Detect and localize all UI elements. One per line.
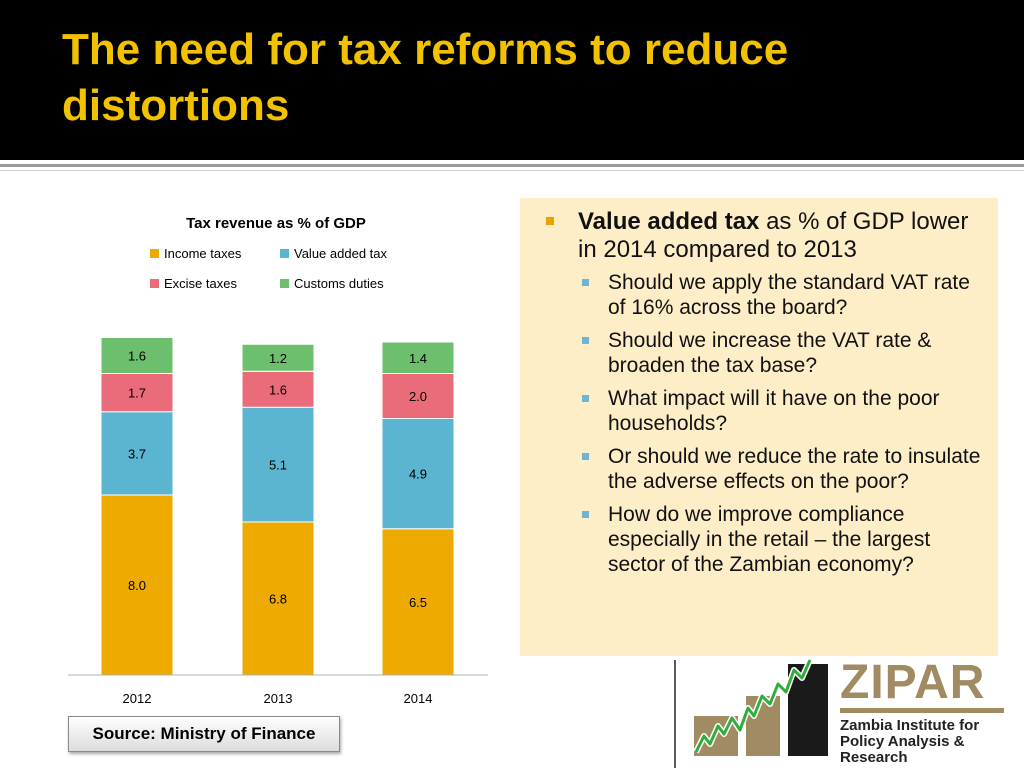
data-label: 1.6 [269, 382, 287, 397]
stacked-bar-chart: Tax revenue as % of GDP Income taxes Valu… [68, 215, 488, 706]
chart-legend: Income taxes Value added tax Excise taxes C… [150, 246, 387, 291]
legend-swatch [280, 249, 289, 258]
chart-bars: 8.0 3.7 1.7 1.6 6.8 5.1 1.6 1.2 6.5 4.9 2.0 1.4 [100, 337, 455, 676]
bar-segment [241, 370, 315, 408]
zipar-logo: ZIPAR Zambia Institute for Policy Analys… [690, 656, 1010, 766]
bar-segment [100, 411, 174, 496]
sub-bullet-text: Should we increase the VAT rate & broade… [608, 329, 932, 377]
bar-segment [241, 521, 315, 676]
bar-segment [100, 337, 174, 374]
sub-bullet-marker [582, 453, 589, 460]
main-bullet-text: as % of GDP lower in 2014 compared to 20… [578, 208, 969, 263]
title-divider-thin [0, 170, 1024, 171]
logo-block-2 [746, 696, 780, 756]
logo-graph-icon [693, 658, 828, 756]
data-label: 1.6 [128, 349, 146, 364]
legend-swatch [280, 279, 289, 288]
sub-bullet-marker [582, 337, 589, 344]
source-label: Source: Ministry of Finance [68, 716, 340, 752]
sub-bullet-marker [582, 279, 589, 286]
logo-underline [840, 708, 1004, 713]
sub-bullet: Should we increase the VAT rate & broade… [540, 328, 990, 378]
chart-title: Tax revenue as % of GDP [186, 215, 366, 232]
data-label: 1.7 [128, 386, 146, 401]
bar-segment [381, 373, 455, 419]
data-label: 8.0 [128, 578, 146, 593]
data-label: 5.1 [269, 458, 287, 473]
data-label: 1.4 [409, 351, 427, 366]
data-label: 6.8 [269, 592, 287, 607]
bullet-marker [546, 217, 554, 225]
slide-title: The need for tax reforms to reduce disto… [62, 25, 789, 130]
logo-block-3 [788, 664, 828, 756]
legend-label: Value added tax [294, 246, 387, 261]
x-tick-label: 2014 [404, 691, 433, 706]
logo-institute-name: Zambia Institute for Policy Analysis & R… [840, 717, 980, 766]
bar-segment [381, 418, 455, 530]
main-bullet: Value added tax as % of GDP lower in 201… [540, 208, 990, 264]
legend-label: Customs duties [294, 276, 384, 291]
sub-bullet: What impact will it have on the poor hou… [540, 386, 990, 436]
bar-segment [241, 343, 315, 372]
sub-bullet: How do we improve compliance especially … [540, 502, 990, 577]
data-label: 3.7 [128, 446, 146, 461]
sub-bullet-list: Should we apply the standard VAT rate of… [540, 270, 990, 577]
sub-bullet-marker [582, 395, 589, 402]
x-tick-label: 2012 [123, 691, 152, 706]
notes-panel: Value added tax as % of GDP lower in 201… [520, 198, 998, 656]
sub-bullet-text: What impact will it have on the poor hou… [608, 387, 940, 435]
sub-bullet: Should we apply the standard VAT rate of… [540, 270, 990, 320]
sub-bullet-text: Should we apply the standard VAT rate of… [608, 271, 970, 319]
x-tick-label: 2013 [264, 691, 293, 706]
bar-segment [381, 341, 455, 374]
legend-label: Excise taxes [164, 276, 237, 291]
logo-divider [674, 660, 676, 768]
data-label: 4.9 [409, 467, 427, 482]
main-bullet-bold: Value added tax [578, 208, 760, 235]
title-divider [0, 164, 1024, 167]
chart-x-axis: 2012 2013 2014 [68, 674, 488, 706]
sub-bullet-text: How do we improve compliance especially … [608, 503, 931, 576]
sub-bullet-marker [582, 511, 589, 518]
bar-segment [100, 494, 174, 676]
sub-bullet: Or should we reduce the rate to insulate… [540, 444, 990, 494]
legend-label: Income taxes [164, 246, 242, 261]
legend-swatch [150, 279, 159, 288]
bar-segment [241, 406, 315, 523]
logo-trend-line-green [694, 659, 812, 753]
logo-wordmark: ZIPAR [840, 656, 986, 709]
sub-bullet-text: Or should we reduce the rate to insulate… [608, 445, 981, 493]
data-label: 1.2 [269, 351, 287, 366]
title-bar: The need for tax reforms to reduce disto… [0, 0, 1024, 160]
data-label: 6.5 [409, 595, 427, 610]
legend-swatch [150, 249, 159, 258]
data-label: 2.0 [409, 389, 427, 404]
